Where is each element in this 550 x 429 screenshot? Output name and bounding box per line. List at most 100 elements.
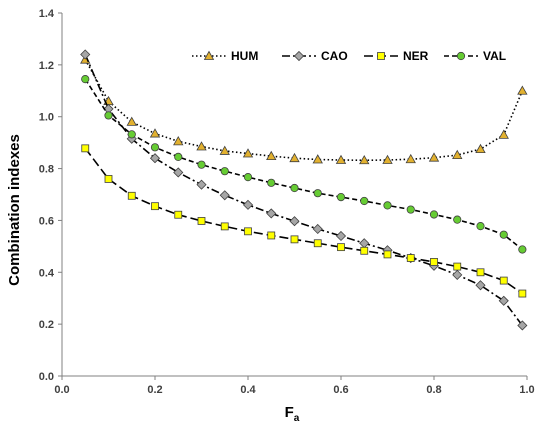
data-point-ner	[360, 246, 369, 255]
data-point-hum	[517, 85, 528, 95]
series-ner	[81, 144, 527, 298]
data-point-cao	[149, 153, 161, 164]
legend-item-val: VAL	[444, 49, 506, 63]
data-point-hum	[359, 154, 370, 165]
x-tick-label: 0.4	[240, 384, 256, 396]
data-point-cao	[517, 320, 528, 331]
legend-marker-cao	[293, 50, 305, 62]
data-point-hum	[242, 148, 254, 158]
data-point-ner	[383, 250, 392, 259]
data-point-cao	[312, 223, 323, 235]
data-point-ner	[151, 202, 159, 211]
x-axis-ticks: 0.0 0.2 0.4 0.6 0.8 1.0	[54, 376, 535, 396]
data-point-val	[406, 205, 415, 214]
data-point-val	[383, 201, 392, 210]
y-axis-title: Combination indexes	[6, 134, 23, 286]
data-point-ner	[499, 276, 508, 285]
data-point-hum	[173, 136, 184, 146]
data-point-cao	[289, 216, 300, 227]
y-tick-label: 0.4	[39, 267, 55, 279]
data-point-val	[243, 173, 253, 182]
series-val	[81, 75, 527, 254]
data-point-val	[429, 210, 439, 219]
data-point-ner	[453, 262, 462, 271]
legend-label-hum: HUM	[231, 49, 258, 63]
data-point-val	[290, 183, 299, 193]
data-point-hum	[498, 129, 509, 139]
data-point-cao	[266, 208, 277, 219]
x-axis-title-main: F	[285, 404, 294, 421]
series-line-cao	[84, 54, 523, 326]
y-tick-label: 1.2	[39, 60, 54, 72]
data-point-ner	[406, 254, 415, 262]
legend-item-ner: NER	[364, 49, 429, 63]
data-point-hum	[126, 116, 137, 126]
data-point-ner	[290, 235, 299, 244]
data-point-ner	[220, 222, 229, 231]
y-tick-label: 0.8	[39, 164, 54, 176]
data-point-val	[81, 75, 90, 84]
data-point-val	[150, 143, 160, 152]
legend-item-cao: CAO	[282, 49, 348, 63]
x-tick-label: 0.8	[426, 384, 441, 396]
data-point-ner	[518, 289, 527, 298]
data-point-val	[267, 178, 276, 187]
x-axis-title: Fa	[285, 404, 300, 424]
x-tick-label: 0.2	[147, 384, 162, 396]
data-point-val	[336, 192, 346, 202]
data-point-ner	[337, 243, 345, 252]
data-point-val	[127, 130, 136, 139]
legend-label-ner: NER	[403, 49, 429, 63]
y-tick-label: 0.6	[39, 215, 54, 227]
data-point-val	[476, 222, 485, 231]
data-point-cao	[80, 49, 91, 60]
series-cao	[80, 49, 528, 331]
x-axis-title-subscript: a	[294, 413, 300, 424]
data-point-hum	[405, 153, 416, 164]
series-line-val	[84, 78, 523, 251]
legend-label-val: VAL	[483, 49, 506, 63]
legend-label-cao: CAO	[321, 49, 348, 63]
data-point-ner	[430, 258, 438, 266]
data-point-val	[499, 230, 508, 239]
legend: HUM CAO NER VAL	[192, 49, 506, 63]
series-hum	[80, 54, 528, 165]
data-point-hum	[312, 154, 323, 164]
legend-marker-hum	[203, 50, 215, 60]
legend-marker-val	[456, 51, 466, 61]
data-point-cao	[173, 167, 184, 178]
y-tick-label: 0.0	[39, 371, 54, 383]
data-point-hum	[289, 152, 300, 163]
data-point-cao	[196, 179, 207, 190]
data-point-val	[220, 167, 229, 176]
y-tick-label: 1.0	[39, 112, 54, 124]
x-tick-label: 0.0	[54, 384, 69, 396]
data-point-ner	[127, 191, 136, 200]
data-point-hum	[452, 149, 463, 159]
data-point-ner	[197, 217, 206, 225]
data-point-ner	[81, 144, 90, 153]
series-layer	[80, 49, 528, 331]
data-point-ner	[476, 268, 485, 277]
data-point-ner	[174, 210, 183, 219]
data-point-hum	[382, 154, 393, 164]
data-point-hum	[475, 143, 486, 154]
legend-marker-ner	[377, 52, 385, 60]
y-axis-ticks: 0.0 0.2 0.4 0.6 0.8 1.0 1.2 1.4	[39, 8, 62, 383]
data-point-hum	[219, 145, 230, 155]
series-line-hum	[84, 59, 524, 162]
data-point-cao	[242, 199, 254, 210]
data-point-cao	[359, 238, 370, 249]
data-point-cao	[219, 190, 230, 201]
y-tick-label: 0.2	[39, 319, 54, 331]
data-point-hum	[196, 141, 207, 151]
data-point-val	[104, 111, 113, 120]
data-point-ner	[313, 239, 322, 248]
data-point-cao	[498, 295, 509, 306]
data-point-hum	[335, 154, 347, 164]
data-point-val	[197, 160, 206, 169]
y-tick-label: 1.4	[39, 8, 55, 20]
x-tick-label: 0.6	[333, 384, 348, 396]
x-tick-label: 1.0	[519, 384, 534, 396]
